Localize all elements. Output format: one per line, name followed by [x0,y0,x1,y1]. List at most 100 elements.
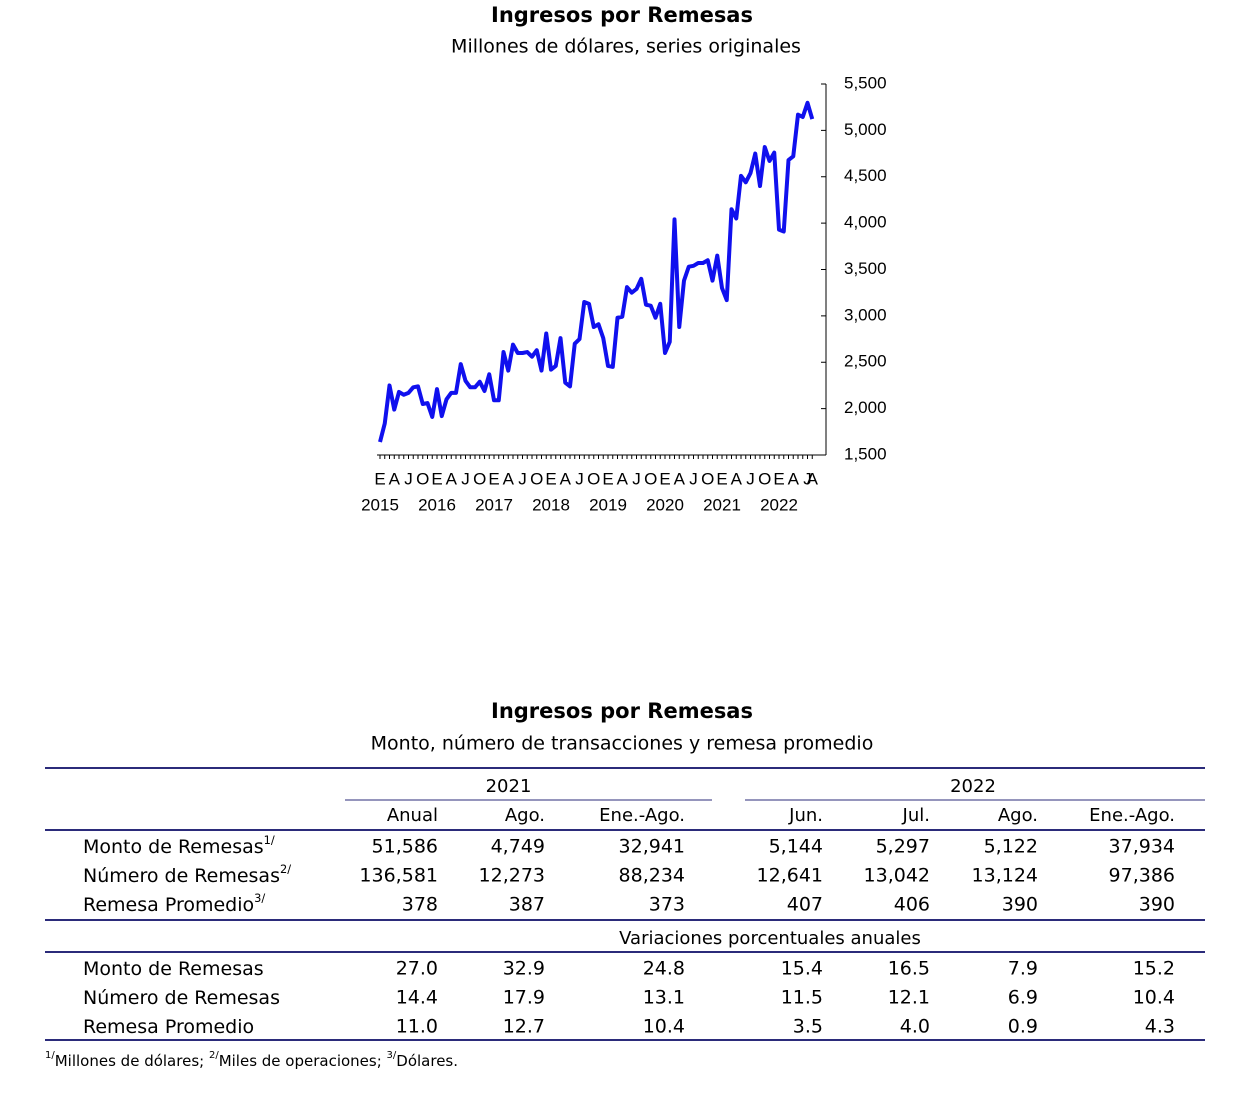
footnote-ref: 2/ [209,1050,219,1061]
cell: 373 [649,894,685,916]
cell: 4.0 [900,1016,930,1038]
cell: 88,234 [619,865,685,887]
x-tick-label: J [689,469,698,488]
cell: 10.4 [1133,987,1175,1009]
x-tick-label: J [575,469,584,488]
cell: 378 [402,894,438,916]
cell: 17.9 [503,987,545,1009]
x-tick-label: J [404,469,413,488]
x-tick-label: A [560,469,572,488]
cell: 11.0 [396,1016,438,1038]
footnote-text: Dólares. [396,1052,458,1070]
x-tick-label: J [746,469,755,488]
x-tick-label: A [503,469,515,488]
cell: 12,641 [757,865,823,887]
cell: 387 [509,894,545,916]
x-group-label: 2018 [532,495,570,514]
row-label: Remesa Promedio [83,1016,254,1038]
cell: 12.7 [503,1016,545,1038]
cell: 11.5 [781,987,823,1009]
cell: 5,144 [769,836,823,858]
x-tick-label: O [473,469,486,488]
x-tick-label: A [617,469,629,488]
cell: 13.1 [643,987,685,1009]
x-tick-label: O [587,469,600,488]
cell: 13,042 [864,865,930,887]
y-tick-label: 2,500 [844,352,887,371]
label-text: Número de Remesas [83,865,280,887]
cell: 27.0 [396,958,438,980]
x-tick-label: O [758,469,771,488]
footnote-text: Millones de dólares; [55,1052,209,1070]
cell: 4,749 [491,836,545,858]
cell: 5,297 [876,836,930,858]
x-tick-label: O [644,469,657,488]
x-tick-label: E [602,469,613,488]
x-tick-label: J [632,469,641,488]
line-series [378,100,815,443]
label-text: Remesa Promedio [83,1016,254,1038]
row-label: Número de Remesas [83,987,280,1009]
cell: 12,273 [479,865,545,887]
y-tick-label: 4,500 [844,166,887,185]
footnote-ref: 1/ [45,1050,55,1061]
cell: 390 [1002,894,1038,916]
y-tick-label: 4,000 [844,213,887,232]
x-tick-label: J [461,469,470,488]
x-tick-label: E [773,469,784,488]
x-tick-label: E [431,469,442,488]
chart-subtitle: Millones de dólares, series originales [451,36,801,58]
row-label: Número de Remesas2/ [83,862,291,887]
footnote-ref: 2/ [280,862,291,876]
x-tick-label: E [374,469,385,488]
x-group-label: 2016 [418,495,456,514]
row-label: Remesa Promedio3/ [83,891,265,916]
cell: 13,124 [972,865,1038,887]
chart-title: Ingresos por Remesas [491,3,753,27]
cell: 37,934 [1109,836,1175,858]
cell: 15.2 [1133,958,1175,980]
footnote: 1/Millones de dólares; 2/Miles de operac… [45,1050,458,1070]
y-tick-label: 2,000 [844,398,887,417]
cell: 5,122 [984,836,1038,858]
label-text: Monto de Remesas [83,958,264,980]
x-tick-label: A [389,469,401,488]
x-tick-label: A [731,469,743,488]
y-tick-label: 1,500 [844,444,887,463]
column-header: Jun. [788,805,823,826]
label-text: Monto de Remesas [83,836,264,858]
cell: 0.9 [1008,1016,1038,1038]
x-tick-label: A [788,469,800,488]
footnote-ref: 3/ [254,891,265,905]
cell: 407 [787,894,823,916]
label-text: Remesa Promedio [83,894,254,916]
section-heading: Variaciones porcentuales anuales [619,928,921,949]
x-tick-label: J [803,469,812,488]
x-tick-label: E [659,469,670,488]
cell: 32,941 [619,836,685,858]
footnote-ref: 3/ [387,1050,397,1061]
x-tick-label: O [530,469,543,488]
x-group-label: 2022 [760,495,798,514]
cell: 4.3 [1145,1016,1175,1038]
x-tick-label: A [807,469,819,488]
y-tick-label: 3,500 [844,259,887,278]
group-label: 2021 [486,776,532,797]
x-tick-label: E [488,469,499,488]
cell: 7.9 [1008,958,1038,980]
row-label: Monto de Remesas [83,958,264,980]
cell: 97,386 [1109,865,1175,887]
footnote-ref: 1/ [264,833,275,847]
column-header: Ago. [998,805,1038,826]
x-tick-label: E [716,469,727,488]
x-group-label: 2021 [703,495,741,514]
group-label: 2022 [950,776,996,797]
x-group-label: 2015 [361,495,399,514]
cell: 14.4 [396,987,438,1009]
x-tick-label: J [518,469,527,488]
x-group-label: 2020 [646,495,684,514]
footnote-text: Miles de operaciones; [219,1052,387,1070]
x-tick-label: E [545,469,556,488]
x-tick-label: O [701,469,714,488]
row-label: Monto de Remesas1/ [83,833,275,858]
